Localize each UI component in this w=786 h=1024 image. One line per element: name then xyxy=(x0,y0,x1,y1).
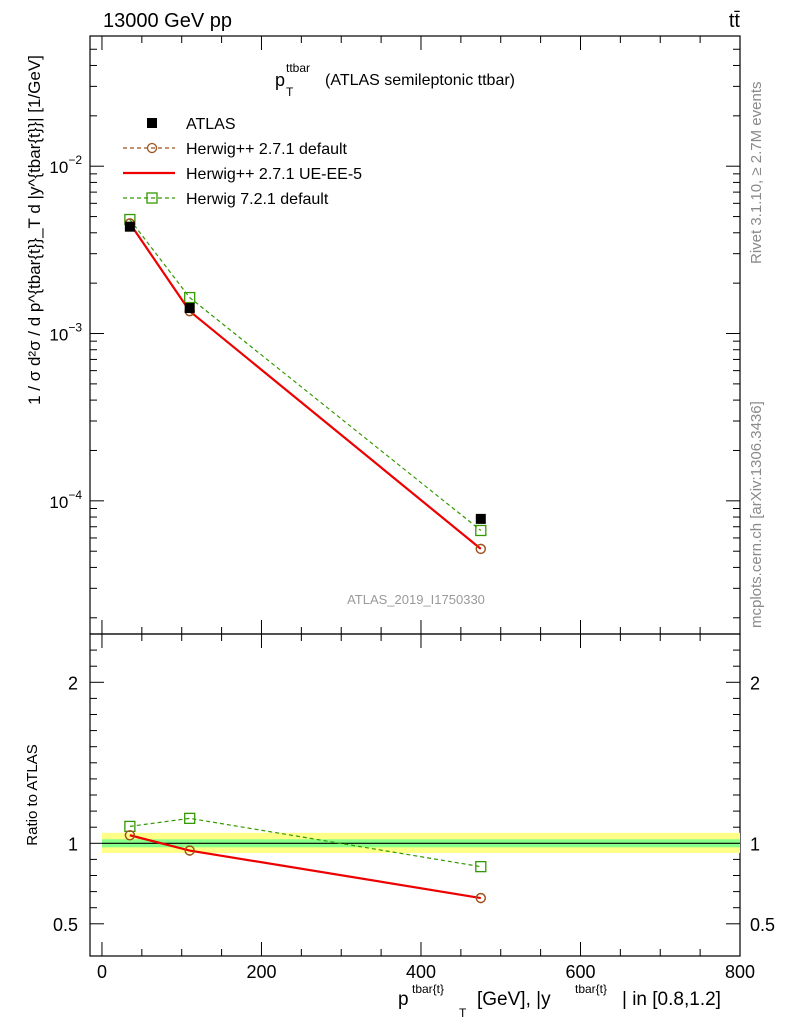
main-point-atlas xyxy=(184,303,195,314)
xlabel-sub: T xyxy=(459,1006,467,1020)
plot-title: p ttbar T (ATLAS semileptonic ttbar) xyxy=(275,61,515,99)
ratio-plot-frame xyxy=(89,633,741,957)
title-sup: ttbar xyxy=(286,61,310,75)
legend-label-atlas: ATLAS xyxy=(186,116,236,133)
ratio-y-tick-label-left: 1 xyxy=(68,834,78,854)
title-sub: T xyxy=(286,85,294,99)
ratio-axis-ticks: 0.5 0.5 1 1 2 2 0 200 400 600 800 xyxy=(53,634,775,982)
legend-marker-atlas xyxy=(147,118,157,128)
main-y-tick-label: 10−4 xyxy=(49,488,82,512)
ratio-point-herwig_ueee5 xyxy=(124,830,136,841)
analysis-watermark: ATLAS_2019_I1750330 xyxy=(347,592,485,607)
ratio-line-herwig_ueee5 xyxy=(129,834,481,900)
ratio-y-tick-label-right: 2 xyxy=(750,673,760,693)
xlabel-sup: tbar{t} xyxy=(412,982,444,996)
legend-label-herwig_default: Herwig++ 2.7.1 default xyxy=(186,141,348,158)
legend-label-herwig_ueee5: Herwig++ 2.7.1 UE-EE-5 xyxy=(186,166,362,183)
ratio-y-tick-label-left: 0.5 xyxy=(53,915,78,935)
legend: ATLAS Herwig++ 2.7.1 default Herwig++ 2.7.… xyxy=(123,116,362,208)
main-ylabel: 1 / σ d²σ / d p^{tbar{t}}_T d |y^{tbar{t… xyxy=(25,55,44,405)
x-axis-title: p tbar{t} T [GeV], |y tbar{t} | in [0.8,… xyxy=(398,982,721,1020)
main-y-tick-label: 10−2 xyxy=(49,153,82,177)
title-main: p xyxy=(275,70,285,90)
ratio-series-group xyxy=(124,812,487,904)
ratio-point-herwig721 xyxy=(184,812,196,824)
main-axis-ticks: 10−2 10−3 10−4 xyxy=(49,35,741,634)
ratio-uncertainty-band xyxy=(101,832,740,853)
process-label: tt̄ xyxy=(729,10,741,32)
main-line-herwig721 xyxy=(129,219,482,531)
main-line-herwig_ueee5 xyxy=(128,222,482,550)
main-point-herwig721 xyxy=(184,291,196,304)
rivet-label: Rivet 3.1.10, ≥ 2.7M events xyxy=(748,82,765,265)
x-tick-label: 800 xyxy=(725,962,755,982)
legend-marker-herwig721 xyxy=(146,192,158,204)
ratio-point-herwig_ueee5 xyxy=(475,892,486,904)
main-point-herwig_ueee5 xyxy=(475,543,486,555)
title-rest: (ATLAS semileptonic ttbar) xyxy=(325,72,515,89)
xlabel-sup2: tbar{t} xyxy=(575,982,607,996)
main-point-atlas xyxy=(475,513,486,524)
x-tick-label: 0 xyxy=(97,962,107,982)
main-y-tick-label: 10−3 xyxy=(49,321,82,345)
xlabel-end: | in [0.8,1.2] xyxy=(622,989,721,1010)
ratio-y-tick-label-right: 0.5 xyxy=(750,915,775,935)
ratio-y-tick-label-left: 2 xyxy=(68,673,78,693)
main-point-herwig721 xyxy=(475,524,487,537)
ratio-y-tick-label-right: 1 xyxy=(750,834,760,854)
x-tick-label: 400 xyxy=(406,962,436,982)
xlabel-rest: [GeV], |y xyxy=(477,989,551,1010)
x-tick-label: 600 xyxy=(565,962,595,982)
xlabel-base: p xyxy=(398,989,409,1010)
ratio-point-herwig721 xyxy=(475,860,487,873)
x-tick-label: 200 xyxy=(246,962,276,982)
main-line-herwig_default xyxy=(129,223,482,550)
ratio-ylabel: Ratio to ATLAS xyxy=(24,744,41,845)
main-series-group xyxy=(124,213,487,555)
legend-label-herwig721: Herwig 7.2.1 default xyxy=(186,191,329,208)
energy-label: 13000 GeV pp xyxy=(103,10,232,32)
mcplots-label: mcplots.cern.ch [arXiv:1306.3436] xyxy=(748,401,765,628)
ratio-point-herwig_ueee5 xyxy=(184,845,195,856)
legend-marker-herwig_default xyxy=(146,142,158,154)
main-point-atlas xyxy=(124,221,135,232)
